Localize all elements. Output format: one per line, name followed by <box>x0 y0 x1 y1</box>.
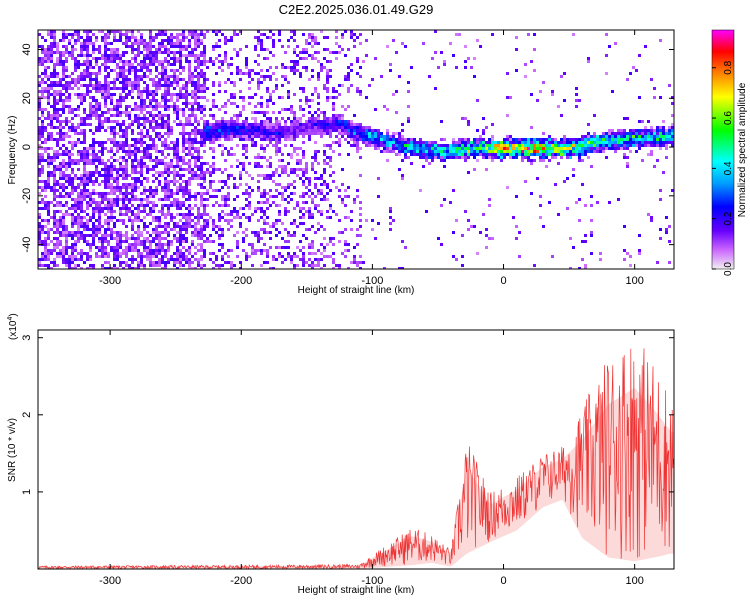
snr-xlabel: Height of straight line (km) <box>298 585 415 596</box>
spectrogram-image <box>38 30 674 269</box>
snr-xtick-label: -100 <box>361 575 383 587</box>
spectrogram-xtick-label: -200 <box>230 275 252 287</box>
colorbar-tick-label: 0.0 <box>723 262 734 276</box>
snr-panel: -300 -200 -100 0 100 1 2 3 Height of straight l… <box>7 313 675 596</box>
colorbar-tick-label: 0.4 <box>723 161 734 175</box>
spectrogram-ytick-label: 20 <box>21 92 33 104</box>
snr-ylabel: SNR (10 * v/v) <box>7 418 18 482</box>
snr-xtick-label: -300 <box>99 575 121 587</box>
snr-frame <box>37 329 675 570</box>
spectrogram-xtick-label: 100 <box>625 275 643 287</box>
spectrogram-xtick-label: 0 <box>500 275 506 287</box>
colorbar: 0.0 0.2 0.4 0.6 0.8 Normalized spectral ampl… <box>711 29 748 276</box>
colorbar-tick-label: 0.2 <box>723 211 734 225</box>
colorbar-tick-label: 0.8 <box>723 60 734 74</box>
colorbar-label: Normalized spectral amplitude <box>737 82 748 217</box>
snr-scale-exp: 4 <box>7 317 14 321</box>
snr-series-line <box>38 348 674 569</box>
colorbar-tick-label: 0.6 <box>723 111 734 125</box>
snr-axes: -300 -200 -100 0 100 1 2 3 <box>21 330 674 587</box>
snr-xtick-label: 0 <box>500 575 506 587</box>
spectrogram-xtick-label: -100 <box>361 275 383 287</box>
spectrogram-xlabel: Height of straight line (km) <box>298 285 415 296</box>
spectrogram-xtick-label: -300 <box>99 275 121 287</box>
figure-title: C2E2.2025.036.01.49.G29 <box>279 2 434 17</box>
colorbar-gradient <box>711 29 735 270</box>
spectrogram-ytick-label: 40 <box>21 43 33 55</box>
snr-scale-factor: (x104) <box>7 313 19 340</box>
snr-xtick-label: -200 <box>230 575 252 587</box>
spectrogram-ytick-label: -40 <box>21 237 33 253</box>
snr-envelope <box>38 388 674 569</box>
snr-ytick-label: 2 <box>21 412 33 418</box>
spectrogram-ylabel: Frequency (Hz) <box>7 116 18 185</box>
colorbar-ticks: 0.0 0.2 0.4 0.6 0.8 <box>712 60 734 276</box>
spectrogram-frame <box>37 29 675 270</box>
spectrogram-ytick-label: 0 <box>21 144 33 150</box>
snr-ytick-label: 3 <box>21 335 33 341</box>
snr-ytick-label: 1 <box>21 489 33 495</box>
spectrogram-ytick-label: -20 <box>21 188 33 204</box>
snr-xtick-label: 100 <box>625 575 643 587</box>
snr-scale-label: (x10 <box>8 320 19 340</box>
